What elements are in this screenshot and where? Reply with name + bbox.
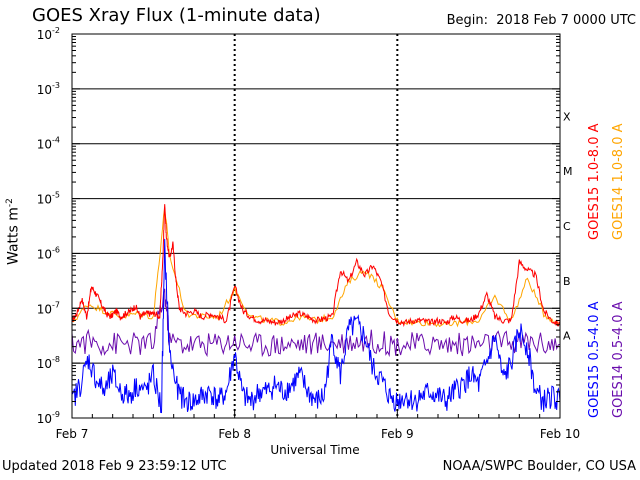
legend-entry: GOES15 1.0-8.0 A bbox=[587, 123, 602, 240]
legend-entry: GOES15 0.5-4.0 A bbox=[587, 301, 602, 418]
begin-time: Begin: 2018 Feb 7 0000 UTC bbox=[447, 13, 636, 28]
x-tick-label: Feb 10 bbox=[540, 427, 580, 441]
y-tick-label: 10-2 bbox=[37, 26, 60, 42]
y-tick-label: 10-4 bbox=[37, 136, 60, 152]
flare-class-labels: A B C M X bbox=[563, 110, 573, 342]
legend: GOES15 1.0-8.0 A GOES14 1.0-8.0 A GOES15 0… bbox=[587, 123, 626, 418]
y-tick-label: 10-9 bbox=[37, 410, 60, 426]
y-tick-label: 10-3 bbox=[37, 81, 60, 97]
y-tick-label: 10-5 bbox=[37, 191, 60, 207]
x-axis-label: Universal Time bbox=[270, 443, 359, 457]
x-tick-label: Feb 8 bbox=[218, 427, 251, 441]
series-line bbox=[71, 238, 561, 414]
grid-lines bbox=[72, 34, 560, 418]
series-line bbox=[71, 288, 561, 358]
x-tick-labels: Feb 7 Feb 8 Feb 9 Feb 10 bbox=[56, 410, 580, 441]
y-tick-label: 10-6 bbox=[37, 245, 60, 261]
series-line bbox=[71, 207, 560, 328]
flare-class-label: M bbox=[563, 165, 573, 178]
flare-class-label: X bbox=[563, 110, 571, 123]
y-tick-labels: 10-9 10-8 10-7 10-6 10-5 10-4 10-3 10-2 bbox=[37, 26, 560, 426]
flare-class-label: A bbox=[563, 330, 571, 343]
flare-class-label: C bbox=[563, 220, 571, 233]
series-line bbox=[71, 204, 561, 328]
credit-label: NOAA/SWPC Boulder, CO USA bbox=[442, 459, 636, 474]
begin-label: Begin: bbox=[446, 13, 488, 28]
updated-timestamp: Updated 2018 Feb 9 23:59:12 UTC bbox=[2, 459, 227, 474]
flare-class-label: B bbox=[563, 275, 571, 288]
legend-entry: GOES14 0.5-4.0 A bbox=[611, 301, 626, 418]
series-lines bbox=[71, 204, 561, 414]
y-tick-label: 10-7 bbox=[37, 300, 60, 316]
x-tick-label: Feb 9 bbox=[381, 427, 414, 441]
y-tick-label: 10-8 bbox=[37, 355, 60, 371]
x-tick-label: Feb 7 bbox=[56, 427, 89, 441]
page-title: GOES Xray Flux (1-minute data) bbox=[32, 5, 321, 26]
begin-value: 2018 Feb 7 0000 UTC bbox=[496, 13, 636, 28]
legend-entry: GOES14 1.0-8.0 A bbox=[611, 123, 626, 240]
